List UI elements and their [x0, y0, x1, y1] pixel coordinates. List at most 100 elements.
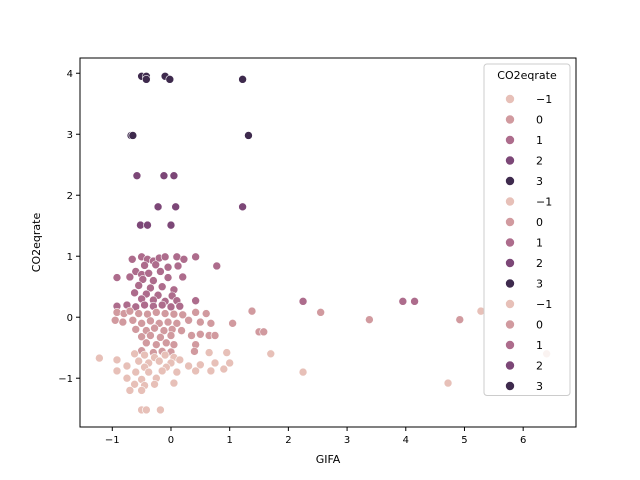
x-tick-label: 6 [520, 435, 526, 446]
y-tick-label: 3 [67, 130, 73, 141]
data-point [143, 220, 152, 230]
legend-label: −1 [536, 93, 552, 106]
data-point [138, 275, 148, 284]
data-point [163, 273, 173, 282]
data-point [196, 329, 205, 339]
x-axis-ticks: −1 0 1 2 3 4 5 6 [105, 427, 526, 446]
data-point [161, 338, 171, 348]
data-point [150, 323, 159, 333]
data-point [178, 272, 188, 282]
data-point [222, 348, 232, 357]
legend-entries: −1 0 1 2 3 −1 0 1 2 3 −1 0 1 2 3 [505, 93, 552, 393]
data-point [169, 171, 179, 181]
data-point [144, 367, 153, 377]
data-point [169, 309, 179, 319]
legend-label: 1 [536, 134, 543, 147]
data-point [210, 331, 220, 340]
legend-marker [505, 155, 515, 166]
legend-label: 1 [536, 339, 543, 352]
data-point [225, 358, 234, 368]
data-point [175, 301, 185, 311]
data-point [125, 272, 135, 282]
x-tick-label: 3 [344, 435, 350, 446]
data-point [140, 261, 149, 270]
data-point [137, 386, 146, 395]
data-point [112, 366, 122, 376]
data-point [146, 316, 155, 326]
data-point [163, 317, 173, 327]
data-point [175, 355, 185, 365]
data-point [112, 355, 122, 365]
data-point [201, 309, 211, 318]
legend-label: −1 [536, 298, 552, 311]
data-point [125, 386, 135, 395]
data-point [204, 348, 214, 357]
data-point [142, 75, 151, 84]
legend-label: 2 [536, 257, 543, 270]
data-point [149, 276, 158, 285]
legend-marker [505, 217, 515, 227]
data-point [228, 319, 237, 328]
data-point [142, 338, 151, 348]
data-point [191, 252, 200, 262]
data-point [125, 306, 135, 316]
data-point [146, 331, 155, 340]
y-axis-ticks: −1 0 1 2 3 4 [58, 69, 80, 385]
data-point [191, 308, 200, 317]
data-point [150, 380, 159, 389]
data-point [187, 331, 196, 340]
data-point [146, 283, 155, 293]
data-point [153, 202, 163, 212]
y-tick-label: 4 [67, 69, 73, 80]
data-point [219, 364, 229, 374]
legend-label: 3 [536, 380, 543, 393]
legend-marker [505, 381, 515, 391]
y-tick-label: −1 [58, 374, 73, 385]
legend-label: 0 [536, 114, 543, 127]
data-point [128, 131, 138, 140]
data-point [166, 302, 176, 312]
data-point [169, 378, 179, 388]
data-point [179, 254, 189, 264]
data-point [166, 331, 176, 340]
y-axis-label: CO2eqrate [30, 213, 43, 273]
data-point [184, 315, 193, 325]
data-point [157, 366, 167, 376]
x-tick-label: 1 [226, 435, 232, 446]
data-point [128, 315, 138, 325]
data-point [118, 317, 128, 327]
data-point [191, 366, 200, 376]
legend-marker [505, 319, 515, 330]
legend-label: 3 [536, 175, 543, 188]
x-tick-label: 2 [285, 435, 291, 446]
data-point [159, 326, 169, 335]
data-point [112, 308, 122, 317]
data-point [266, 349, 276, 359]
data-point [298, 297, 308, 306]
data-point [196, 360, 205, 370]
x-tick-label: 0 [168, 435, 174, 446]
data-point [122, 361, 132, 371]
x-tick-label: 5 [461, 435, 467, 446]
legend-marker [505, 94, 515, 104]
data-point [140, 350, 149, 360]
legend-label: 2 [536, 155, 543, 168]
data-point [191, 296, 200, 306]
legend-marker [505, 278, 515, 289]
data-point [122, 373, 132, 383]
data-point [206, 319, 216, 328]
data-point [171, 202, 180, 212]
data-point [238, 75, 247, 84]
data-point [238, 202, 247, 212]
data-point [247, 306, 257, 316]
data-point [298, 367, 308, 377]
y-tick-label: 1 [67, 252, 73, 263]
data-point [157, 282, 167, 292]
data-point [131, 367, 141, 377]
data-point [410, 297, 419, 306]
data-point [184, 361, 193, 371]
legend-marker [505, 176, 515, 186]
legend-label: 2 [536, 360, 543, 373]
data-point [166, 220, 176, 230]
